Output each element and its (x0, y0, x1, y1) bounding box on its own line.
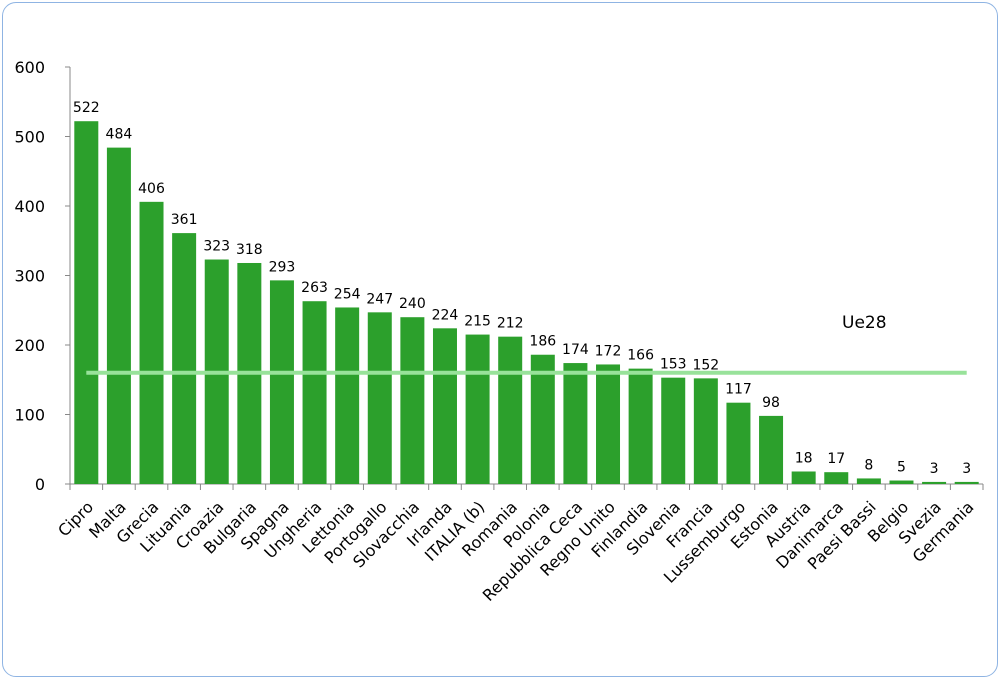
bar-germania (954, 481, 979, 484)
data-label: 318 (236, 242, 263, 258)
data-label: 98 (762, 395, 780, 411)
data-label: 247 (366, 291, 393, 307)
data-label: 254 (334, 286, 361, 302)
bar-ungheria (302, 301, 327, 484)
data-label: 361 (171, 212, 198, 228)
bar-spagna (269, 280, 294, 484)
bar-romania (498, 336, 523, 484)
data-label: 172 (595, 343, 622, 359)
data-label: 215 (464, 314, 491, 330)
bar-italia-b- (465, 334, 490, 484)
y-tick-label: 500 (14, 128, 45, 147)
data-label: 240 (399, 296, 426, 312)
bar-portogallo (367, 312, 392, 484)
bar-malta (106, 147, 131, 484)
data-label: 152 (692, 357, 719, 373)
data-label: 166 (627, 348, 654, 364)
bar-belgio (889, 480, 914, 484)
bar-irlanda (432, 328, 457, 484)
data-label: 224 (432, 307, 459, 323)
bar-paesi-bassi (856, 478, 881, 484)
data-label: 5 (897, 460, 906, 476)
bar-lettonia (335, 307, 360, 484)
data-label: 17 (827, 451, 845, 467)
bar-repubblica-ceca (563, 363, 588, 484)
data-label: 18 (795, 450, 813, 466)
bar-cipro (74, 121, 99, 485)
bar-slovacchia (400, 317, 425, 484)
data-label: 484 (106, 127, 133, 143)
bar-lussemburgo (726, 402, 751, 484)
data-label: 3 (930, 461, 939, 477)
data-label: 8 (864, 457, 873, 473)
data-label: 263 (301, 280, 328, 296)
data-label: 174 (562, 342, 589, 358)
bar-danimarca (824, 472, 849, 484)
y-tick-label: 400 (14, 197, 45, 216)
bar-finlandia (628, 368, 653, 484)
y-tick-label: 0 (35, 475, 45, 494)
bar-austria (791, 471, 816, 484)
bar-grecia (139, 201, 164, 484)
data-label: 522 (73, 100, 100, 116)
bar-estonia (759, 415, 784, 484)
y-tick-label: 100 (14, 406, 45, 425)
bar-svezia (922, 481, 947, 484)
data-label: 117 (725, 382, 752, 398)
bar-regno-unito (596, 364, 621, 484)
data-label: 293 (269, 259, 296, 275)
bar-slovenia (661, 377, 686, 484)
bar-lituania (172, 233, 197, 484)
bar-polonia (530, 354, 555, 484)
bar-francia (693, 378, 718, 484)
data-label: 186 (529, 334, 556, 350)
data-label: 212 (497, 316, 524, 332)
data-label: 153 (660, 357, 687, 373)
data-label: 323 (203, 239, 230, 255)
data-label: 3 (962, 461, 971, 477)
y-tick-label: 300 (14, 267, 45, 286)
reference-line-label: Ue28 (842, 313, 887, 333)
data-label: 406 (138, 181, 165, 197)
y-tick-label: 200 (14, 336, 45, 355)
y-tick-label: 600 (14, 58, 45, 77)
